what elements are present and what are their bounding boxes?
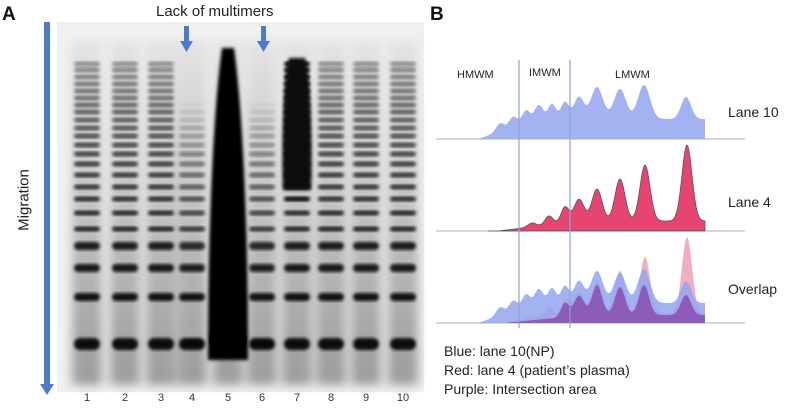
lane-number: 4 xyxy=(188,392,196,404)
gel-title: Lack of multimers xyxy=(156,3,274,20)
legend-purple: Purple: Intersection area xyxy=(444,381,597,397)
gel-lane xyxy=(351,40,381,385)
lane-number: 8 xyxy=(327,392,335,404)
trace-lane-10 xyxy=(470,85,705,139)
gel-lane xyxy=(388,40,418,385)
panel-a-letter: A xyxy=(2,4,16,25)
gel-lane xyxy=(316,40,346,385)
densitometry-traces xyxy=(436,85,745,324)
legend-red: Red: lane 4 (patient’s plasma) xyxy=(444,362,630,378)
gel-lane xyxy=(208,40,248,385)
migration-label: Migration xyxy=(15,169,33,231)
lane-number: 3 xyxy=(157,392,165,404)
gel-lane xyxy=(110,40,140,385)
lane-6-arrow xyxy=(257,26,270,52)
lane-number: 7 xyxy=(293,392,301,404)
lane-number: 1 xyxy=(83,392,91,404)
lane-number: 10 xyxy=(396,392,410,404)
gel-lane xyxy=(282,40,312,385)
panel-b-letter: B xyxy=(430,4,444,25)
lane-number: 6 xyxy=(258,392,266,404)
gel-lane xyxy=(177,40,207,385)
gel-lane xyxy=(146,40,176,385)
region-label-hmwm: HMWM xyxy=(457,69,494,81)
trace-label-lane-4: Lane 4 xyxy=(728,194,771,210)
lane-number: 5 xyxy=(224,392,232,404)
migration-arrow xyxy=(40,22,54,395)
trace-label-lane-10: Lane 10 xyxy=(728,104,779,120)
legend: Blue: lane 10(NP) Red: lane 4 (patient’s… xyxy=(444,342,630,399)
region-label-imwm: IMWM xyxy=(529,67,561,79)
trace-lane-4 xyxy=(488,144,706,232)
lane-number: 2 xyxy=(121,392,129,404)
gel-lane xyxy=(247,40,277,385)
trace-overlap-intersection xyxy=(505,285,705,323)
legend-blue: Blue: lane 10(NP) xyxy=(444,343,555,359)
lane-4-arrow xyxy=(180,26,193,52)
gel-lanes xyxy=(72,40,418,385)
lane-number: 9 xyxy=(362,392,370,404)
trace-label-overlap: Overlap xyxy=(728,281,778,297)
region-label-lmwm: LMWM xyxy=(615,69,650,81)
gel-lane xyxy=(72,40,102,385)
